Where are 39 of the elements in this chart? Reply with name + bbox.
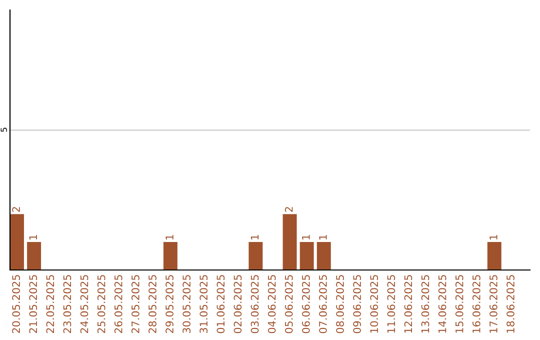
x-tick-label: 29.05.2025 [166,275,174,334]
x-tick-label: 14.06.2025 [438,275,446,333]
x-tick-label: 15.06.2025 [455,275,464,333]
x-tick-label: 26.05.2025 [114,275,122,334]
x-tick-label: 25.05.2025 [97,275,106,334]
x-tick-label: 02.06.2025 [234,275,242,334]
x-tick-label: 27.05.2025 [131,275,140,334]
x-tick-label: 31.05.2025 [200,275,208,334]
data-label: 1 [166,234,174,240]
x-tick-label: 18.06.2025 [506,275,514,333]
x-tick-label: 20.05.2025 [12,275,20,334]
x-tick-label: 23.05.2025 [63,275,72,334]
x-tick-label: 22.05.2025 [46,275,54,334]
x-tick-label: 24.05.2025 [80,275,88,334]
x-tick-label: 21.05.2025 [29,275,38,334]
x-tick-label: 13.06.2025 [421,275,430,333]
data-label: 2 [284,207,293,212]
x-tick-label: 04.06.2025 [268,275,276,334]
x-tick-label: 08.06.2025 [336,275,344,334]
x-tick-label: 30.05.2025 [182,275,191,334]
data-label: 1 [302,234,310,240]
data-label: 1 [490,234,498,240]
data-label: 1 [29,234,37,240]
x-tick-label: 17.06.2025 [490,275,498,333]
data-label: 2 [12,207,20,212]
y-tick-label: 5 [0,128,7,132]
x-tick-label: 28.05.2025 [148,275,156,334]
x-tick-label: 09.06.2025 [353,275,361,334]
x-tick-label: 01.06.2025 [216,275,225,334]
x-tick-label: 10.06.2025 [370,275,378,333]
x-tick-label: 06.06.2025 [302,275,310,334]
x-tick-label: 05.06.2025 [284,275,293,334]
x-tick-label: 03.06.2025 [250,275,259,334]
x-tick-label: 12.06.2025 [404,275,412,333]
x-tick-label: 11.06.2025 [387,275,396,333]
x-tick-label: 07.06.2025 [319,275,327,334]
data-label: 1 [250,234,259,240]
data-label: 1 [319,234,327,240]
x-tick-label: 16.06.2025 [472,275,480,333]
